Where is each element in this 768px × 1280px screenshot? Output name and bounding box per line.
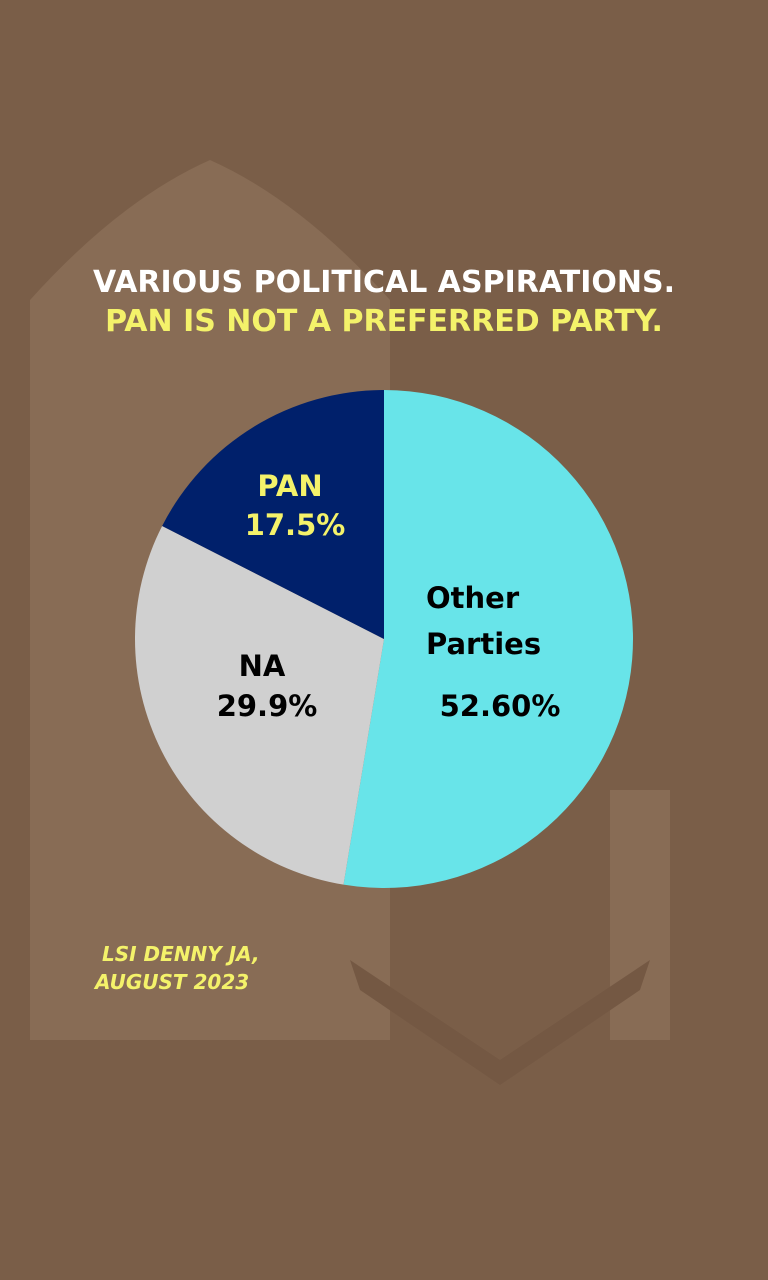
slice-label: PAN — [257, 469, 323, 503]
slice-value-label: 52.60% — [439, 689, 561, 723]
slice-value-label: 17.5% — [244, 508, 346, 542]
chart-subtitle: PAN IS NOT A PREFERRED PARTY. — [105, 304, 663, 339]
slice-label: NA — [238, 649, 286, 683]
source-line: AUGUST 2023 — [95, 970, 250, 994]
pie-slice — [162, 390, 384, 639]
chart-title: VARIOUS POLITICAL ASPIRATIONS. — [93, 265, 675, 300]
slice-label: Other Parties — [426, 581, 542, 661]
source-line: LSI DENNY JA, — [102, 942, 260, 966]
pie-slice — [134, 525, 384, 885]
pie-slice — [343, 390, 634, 888]
slice-value-label: 29.9% — [216, 689, 318, 723]
